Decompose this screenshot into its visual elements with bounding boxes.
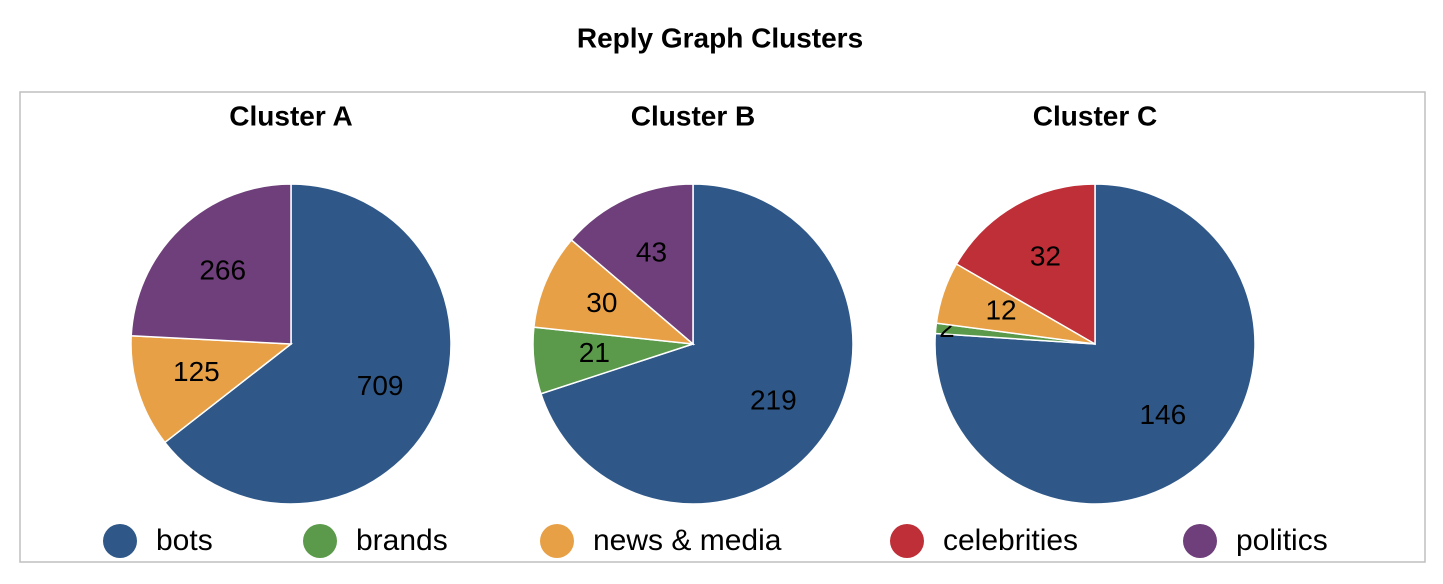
legend-marker <box>540 524 574 558</box>
data-label: 32 <box>1030 240 1061 271</box>
legend-marker <box>890 524 924 558</box>
data-label: 125 <box>173 356 220 387</box>
pie-title: Cluster C <box>1033 100 1157 131</box>
legend-label: news & media <box>593 524 782 557</box>
legend-label: politics <box>1236 524 1328 557</box>
data-label: 30 <box>586 287 617 318</box>
data-label: 21 <box>579 337 610 368</box>
pie-slice <box>130 183 292 345</box>
pie-slice <box>570 183 694 346</box>
pie-slice <box>955 183 1096 346</box>
data-label: 146 <box>1139 399 1186 430</box>
data-label: 709 <box>357 370 404 401</box>
data-label: 12 <box>985 295 1016 326</box>
legend-label: bots <box>156 524 213 557</box>
legend-label: celebrities <box>943 524 1078 557</box>
legend-marker <box>1183 524 1217 558</box>
pie-slice <box>130 334 294 444</box>
legend-label: brands <box>356 524 448 557</box>
data-label: 219 <box>750 385 797 416</box>
data-label: 266 <box>199 254 246 285</box>
data-label: 43 <box>636 236 667 267</box>
pie-slice <box>163 183 452 505</box>
pie-title: Cluster B <box>631 100 755 131</box>
legend-marker <box>303 524 337 558</box>
legend-marker <box>103 524 137 558</box>
pie-slice <box>539 183 854 505</box>
chart-title: Reply Graph Clusters <box>577 22 863 53</box>
pie-title: Cluster A <box>229 100 352 131</box>
pie-slice <box>533 238 696 345</box>
